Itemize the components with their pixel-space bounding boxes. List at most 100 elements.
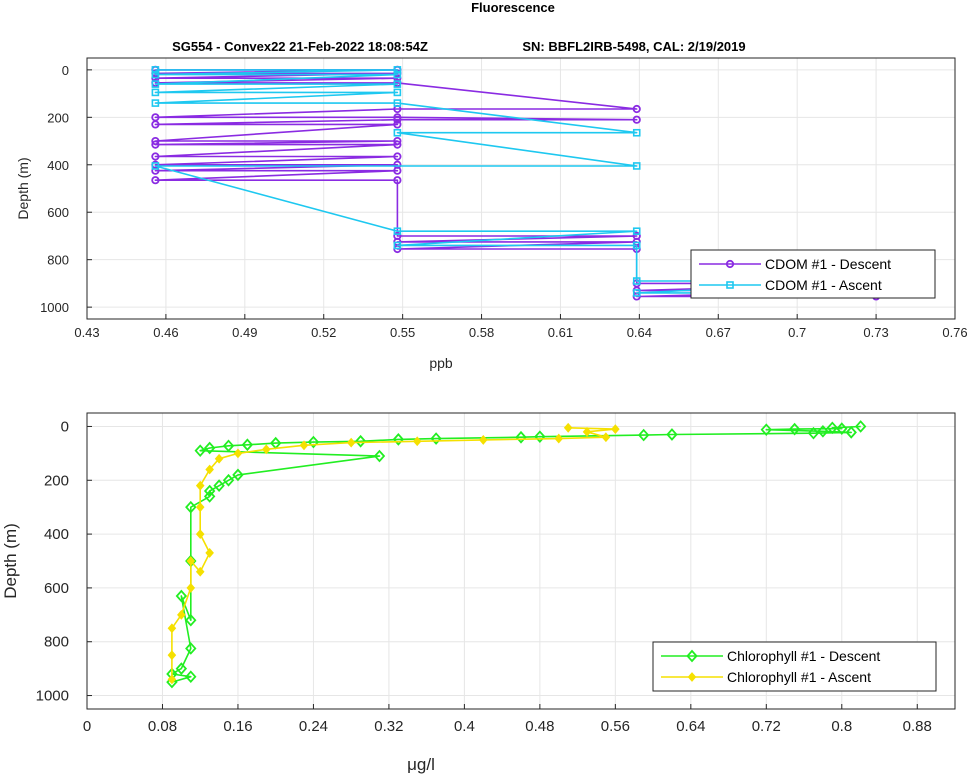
- x-tick-label: 0.88: [903, 718, 932, 735]
- data-point: [167, 650, 177, 661]
- data-point: [346, 437, 356, 448]
- y-tick-label: 1000: [36, 688, 69, 705]
- x-axis-label: μg/l: [407, 755, 435, 774]
- data-point: [205, 548, 214, 558]
- data-point: [241, 438, 254, 452]
- axes-box: [86, 412, 956, 710]
- data-point: [203, 484, 216, 498]
- data-point: [611, 424, 620, 435]
- x-tick-label: 0.43: [74, 325, 99, 340]
- data-point: [203, 441, 216, 455]
- x-tick-label: 0.32: [374, 718, 403, 735]
- y-tick-label: 600: [44, 580, 69, 597]
- axes-box: [86, 57, 956, 320]
- legend-label: CDOM #1 - Descent: [765, 256, 891, 272]
- legend-marker: [687, 672, 697, 682]
- x-tick-label: 0.7: [788, 325, 806, 340]
- data-point: [151, 70, 160, 79]
- legend-label: CDOM #1 - Ascent: [765, 277, 882, 293]
- legend-label: Chlorophyll #1 - Descent: [727, 648, 880, 664]
- data-point: [185, 613, 197, 627]
- data-point: [214, 453, 224, 464]
- data-point: [151, 136, 160, 146]
- data-point: [632, 277, 641, 285]
- data-point: [299, 440, 309, 451]
- x-tick-label: 0.58: [469, 325, 494, 340]
- x-tick-label: 0.56: [601, 718, 630, 735]
- data-point: [151, 140, 160, 149]
- data-point: [392, 433, 405, 446]
- x-tick-label: 0.8: [831, 718, 852, 735]
- data-point: [151, 88, 160, 97]
- data-point: [393, 115, 402, 124]
- x-tick-label: 0.16: [223, 718, 252, 735]
- data-point: [194, 444, 206, 458]
- data-point: [632, 289, 641, 297]
- legend-box: [652, 641, 937, 692]
- legend-label: Chlorophyll #1 - Ascent: [727, 669, 871, 685]
- data-point: [637, 428, 650, 442]
- series-ascent: [167, 422, 620, 685]
- data-point: [151, 99, 160, 107]
- data-point: [582, 426, 592, 437]
- x-tick-label: 0.72: [752, 718, 781, 735]
- data-point: [185, 500, 197, 514]
- y-tick-label: 400: [47, 158, 69, 173]
- data-point: [186, 582, 196, 593]
- data-point: [195, 566, 205, 577]
- data-point: [195, 480, 205, 491]
- chlorophyll-panel: 0 0.08 0.16 0.24 0.32 0.4 0.48 0.56 0.64 0.72 0.8 0…: [1, 412, 956, 774]
- figure-subtitle-right: SN: BBFL2IRB-5498, CAL: 2/19/2019: [522, 39, 745, 54]
- y-tick-label: 800: [44, 634, 69, 651]
- data-point: [167, 674, 177, 685]
- data-point: [195, 529, 205, 540]
- x-tick-label: 0.46: [153, 325, 178, 340]
- x-tick-label: 0.64: [676, 718, 705, 735]
- legend-box: [690, 249, 936, 299]
- data-point: [632, 128, 641, 137]
- data-point: [393, 241, 402, 250]
- data-point: [185, 670, 197, 684]
- data-point: [185, 642, 197, 655]
- data-point: [222, 473, 235, 487]
- data-point: [151, 162, 160, 170]
- data-point: [393, 66, 402, 74]
- data-point: [393, 80, 402, 88]
- data-point: [807, 426, 820, 440]
- data-point: [203, 490, 216, 503]
- data-point: [478, 434, 488, 445]
- data-point: [222, 439, 235, 453]
- y-tick-label: 200: [44, 472, 69, 489]
- y-tick-label: 0: [61, 418, 69, 435]
- data-point: [232, 468, 244, 482]
- y-axis-label: Depth (m): [1, 523, 20, 599]
- data-point: [233, 448, 243, 459]
- data-point: [393, 140, 402, 149]
- data-point: [205, 464, 214, 475]
- data-point: [151, 176, 160, 185]
- data-point: [563, 422, 573, 433]
- x-tick-label: 0.73: [863, 325, 888, 340]
- data-point: [788, 422, 801, 436]
- data-point: [817, 424, 829, 438]
- x-tick-label: 0.4: [454, 718, 475, 735]
- data-point: [167, 623, 177, 634]
- data-point: [393, 176, 402, 185]
- series-descent: [166, 420, 867, 689]
- data-point: [515, 430, 527, 444]
- data-point: [845, 426, 857, 439]
- data-point: [632, 115, 641, 124]
- cdom-panel: 0.43 0.46 0.49 0.52 0.55 0.58 0.61 0.64 0.67 0.7 0…: [15, 57, 968, 371]
- data-point: [393, 152, 402, 161]
- data-point: [836, 422, 848, 435]
- series-line: [171, 427, 617, 680]
- legend-marker: [726, 281, 734, 289]
- data-point: [412, 436, 422, 447]
- data-point: [151, 152, 160, 161]
- y-tick-label: 600: [47, 205, 69, 220]
- y-tick-label: 0: [62, 63, 69, 78]
- series-line: [154, 69, 877, 294]
- data-point: [534, 430, 546, 444]
- data-point: [854, 420, 867, 433]
